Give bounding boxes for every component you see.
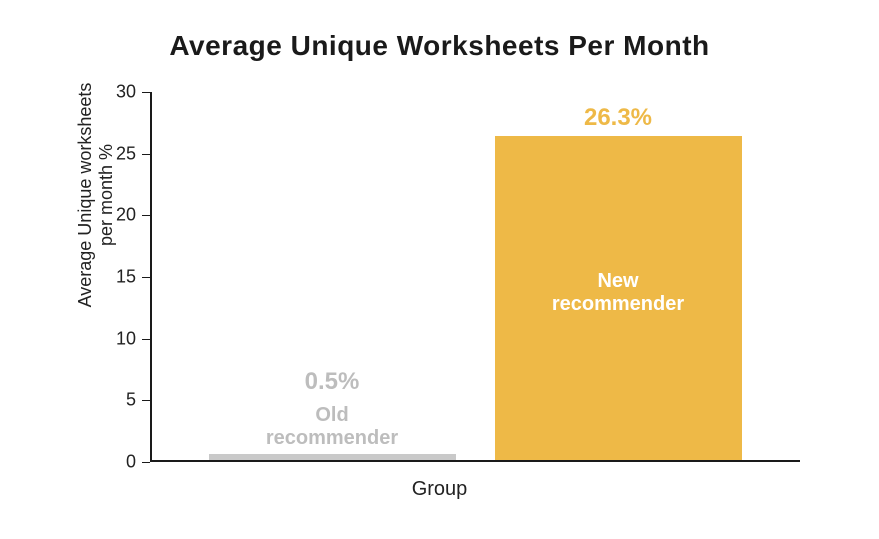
y-tick-label: 20: [116, 205, 136, 226]
bar-category-label-line: recommender: [209, 427, 456, 450]
y-tick: [142, 400, 150, 401]
y-tick: [142, 92, 150, 93]
y-tick: [142, 215, 150, 216]
bar-category-label: Oldrecommender: [209, 404, 456, 450]
bar-category-label-line: recommender: [495, 293, 742, 316]
plot-area: 0510152025300.5%Oldrecommender26.3%Newre…: [150, 92, 800, 462]
y-tick-label: 10: [116, 328, 136, 349]
x-axis: [150, 460, 800, 462]
y-tick-label: 15: [116, 267, 136, 288]
y-tick-label: 30: [116, 82, 136, 103]
y-tick: [142, 339, 150, 340]
bar-value-label: 0.5%: [209, 368, 456, 396]
bar-value-label: 26.3%: [495, 104, 742, 132]
bar-category-label-line: Old: [209, 404, 456, 427]
y-tick-label: 25: [116, 143, 136, 164]
y-tick: [142, 462, 150, 463]
y-tick-label: 5: [126, 390, 136, 411]
x-axis-label: Group: [0, 478, 879, 501]
y-axis-label: Average Unique worksheets per month %: [75, 10, 117, 380]
y-tick: [142, 277, 150, 278]
y-axis: [150, 92, 152, 462]
y-tick-label: 0: [126, 452, 136, 473]
y-tick: [142, 154, 150, 155]
bar: [209, 454, 456, 460]
y-axis-label-line2: per month %: [96, 10, 117, 380]
y-axis-label-line1: Average Unique worksheets: [75, 10, 96, 380]
chart-title: Average Unique Worksheets Per Month: [0, 30, 879, 62]
bar-category-label: Newrecommender: [495, 270, 742, 316]
chart-container: Average Unique Worksheets Per Month Aver…: [0, 0, 879, 539]
bar-category-label-line: New: [495, 270, 742, 293]
